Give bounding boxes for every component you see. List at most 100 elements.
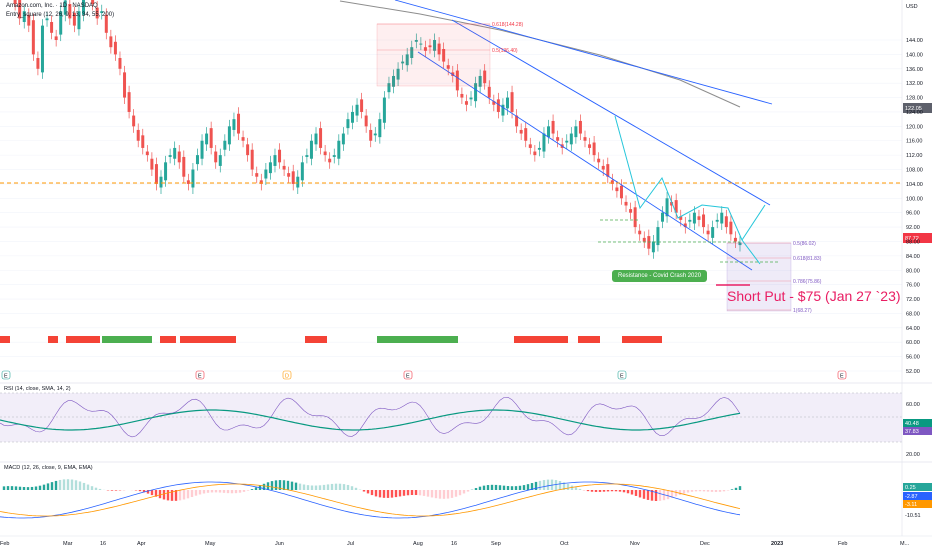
x-tick-label: Apr [137,541,146,547]
macd-title: MACD (12, 26, close, 9, EMA, EMA) [4,465,93,471]
candle [610,180,614,184]
x-tick-label: Mar [63,541,73,547]
macd-histogram-bar [634,490,638,496]
macd-histogram-bar [658,490,662,501]
x-tick-label: Jul [347,541,354,547]
candle [382,97,386,123]
macd-histogram-bar [222,490,226,493]
candle [346,119,350,129]
candle [437,43,441,55]
macd-histogram-bar [334,483,338,490]
macd-histogram-bar [406,490,410,496]
macd-histogram-bar [194,490,198,496]
candle [159,176,163,188]
candle [542,133,546,152]
macd-histogram-bar [22,486,26,490]
macd-histogram-bar [398,490,402,497]
candle [355,104,359,116]
macd-histogram-bar [2,486,6,490]
candle [660,212,664,222]
candle [314,133,318,145]
candle [91,0,95,5]
macd-histogram-bar [70,479,74,490]
macd-histogram-bar [642,490,646,499]
macd-histogram-bar [434,490,438,499]
x-tick-label: Oct [560,541,569,547]
candle [688,219,692,222]
macd-value-label: 0.25 [905,485,916,491]
candle [651,241,655,253]
event-marker-label: E [406,374,410,380]
event-marker-label: E [198,374,202,380]
macd-histogram-bar [274,480,278,490]
macd-histogram-bar [418,490,422,496]
candle [729,221,733,235]
price-tick-label: 88.00 [906,239,920,245]
price-tag [903,103,932,113]
candle [22,11,26,23]
macd-histogram-bar [354,487,358,490]
macd-histogram-bar [482,485,486,490]
candle [227,126,231,145]
resistance-badge: Resistance - Covid Crash 2020 [612,270,708,282]
macd-histogram-bar [270,481,274,490]
candle [474,83,478,102]
macd-histogram-bar [350,486,354,490]
macd-histogram-bar [318,485,322,490]
signal-line [0,483,741,517]
macd-value-label: -3.11 [905,502,917,508]
price-tick-label: 80.00 [906,268,920,274]
macd-histogram-bar [158,490,162,499]
price-chart[interactable]: 0.618(144.28) 0.5(136.40) 0.5(86.02) 0.618(… [0,0,902,380]
candle [232,119,236,130]
macd-histogram-bar [90,486,94,490]
candle [670,201,674,206]
rsi-panel[interactable]: RSI (14, close, SMA, 14, 2) [0,386,902,443]
macd-histogram-bar [162,490,166,500]
macd-histogram-bar [38,485,42,490]
macd-histogram-bar [206,490,210,493]
candle [733,237,737,242]
macd-histogram-bar [282,480,286,490]
price-tick-label: 92.00 [906,225,920,231]
macd-histogram-bar [526,484,530,490]
price-tick-label: 140.00 [906,52,923,58]
candle [82,0,86,15]
macd-histogram-bar [86,484,90,490]
price-tick-label: 116.00 [906,139,922,145]
x-tick-label: M... [900,541,910,547]
grid [0,39,902,372]
rsi-ma-line [0,409,741,431]
macd-histogram-bar [574,487,578,490]
candle [95,7,99,19]
candle [533,151,537,156]
macd-histogram-bar [54,480,58,490]
macd-histogram-bar [678,490,682,495]
candle [606,164,610,177]
macd-histogram-bar [182,490,186,500]
macd-histogram-bar [618,490,622,492]
price-tick-label: 56.00 [906,355,920,361]
channel-upper-line [394,0,773,105]
channel-lower-line [417,51,753,271]
candle [127,92,131,112]
macd-histogram-bar [174,490,178,501]
candle [18,0,22,19]
macd-panel[interactable]: MACD (12, 26, close, 9, EMA, EMA) [0,465,742,519]
event-marker-label: E [840,374,844,380]
macd-histogram-bar [594,490,598,492]
macd-histogram-bar [34,486,38,490]
macd-histogram-bar [6,486,10,490]
macd-value-tag [903,483,932,491]
fib-level-label: 0.618(144.28) [492,22,523,28]
candle [182,156,186,177]
macd-histogram-bar [262,483,266,490]
macd-histogram-bar [638,490,642,498]
macd-histogram-bar [586,490,590,492]
candle [63,0,67,15]
candle [405,54,409,66]
x-tick-label: Feb [0,541,9,547]
candle [268,162,272,174]
macd-histogram-bar [402,490,406,496]
